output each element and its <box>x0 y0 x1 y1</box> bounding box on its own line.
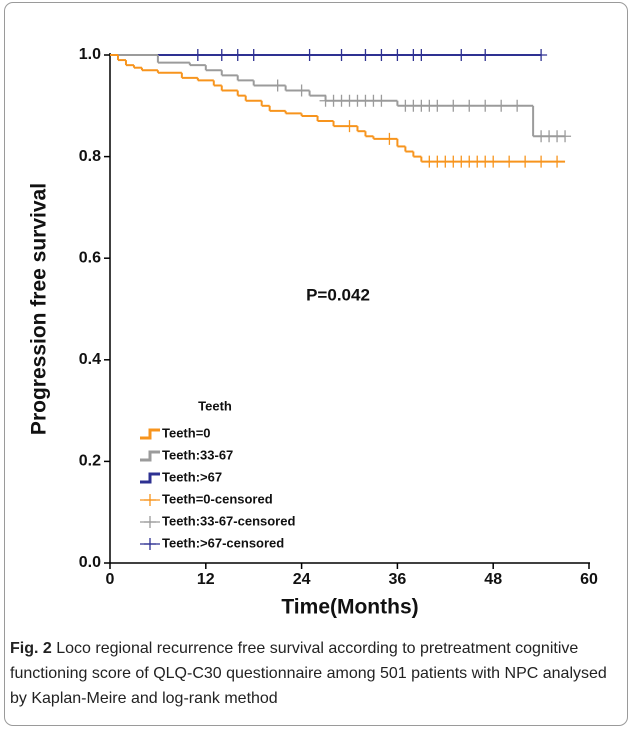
censor-mark <box>215 49 228 61</box>
censor-mark <box>383 132 396 145</box>
censor-mark <box>303 49 316 61</box>
censor-mark <box>455 49 468 61</box>
censor-mark <box>519 155 532 168</box>
censor-mark <box>511 99 524 112</box>
legend-label: Teeth:>67 <box>162 469 222 484</box>
censor-mark <box>375 49 388 61</box>
censor-mark <box>535 49 548 61</box>
y-axis-label: Progression free survival <box>28 183 51 435</box>
x-axis-label: Time(Months) <box>281 596 418 619</box>
x-tick-label: 0 <box>106 571 115 588</box>
legend-label: Teeth:33-67 <box>162 447 233 462</box>
y-tick-label: 0.8 <box>79 148 101 165</box>
figure-frame <box>4 2 628 726</box>
censor-mark <box>431 99 444 112</box>
censor-mark <box>447 99 460 112</box>
legend-label: Teeth=0 <box>162 425 211 440</box>
caption-text: Loco regional recurrence free survival a… <box>10 640 607 707</box>
p-value: P=0.042 <box>306 285 370 304</box>
censor-mark <box>271 79 284 92</box>
y-tick-label: 0.2 <box>79 453 101 470</box>
legend-swatch <box>140 450 160 462</box>
censor-mark <box>463 99 476 112</box>
chart: Progression free survival Time(Months) P… <box>28 46 598 619</box>
censor-mark <box>231 49 244 61</box>
censor-mark <box>247 49 260 61</box>
x-tick-label: 12 <box>197 571 215 588</box>
censor-mark <box>359 49 372 61</box>
legend-title: Teeth <box>198 398 232 413</box>
x-tick-label: 36 <box>389 571 407 588</box>
y-tick-label: 1.0 <box>79 46 101 63</box>
legend-label: Teeth=0-censored <box>162 491 273 506</box>
y-tick-label: 0.0 <box>79 554 101 571</box>
censor-mark <box>375 94 388 107</box>
censor-mark <box>479 99 492 112</box>
legend-swatch <box>144 494 156 506</box>
legend-swatch <box>140 472 160 484</box>
censor-mark <box>415 49 428 61</box>
censor-mark <box>495 99 508 112</box>
legend-swatch <box>144 516 156 528</box>
legend-label: Teeth:>67-censored <box>162 535 284 550</box>
legend-label: Teeth:33-67-censored <box>162 513 295 528</box>
legend-swatch <box>140 428 160 440</box>
caption-label: Fig. 2 <box>10 640 52 657</box>
caption: Fig. 2 Loco regional recurrence free sur… <box>10 636 622 711</box>
x-tick-label: 60 <box>580 571 598 588</box>
x-tick-label: 48 <box>484 571 502 588</box>
censor-mark <box>535 155 548 168</box>
x-tick-label: 24 <box>293 571 311 588</box>
censor-mark <box>479 49 492 61</box>
legend-swatch <box>144 538 156 550</box>
censor-mark <box>391 49 404 61</box>
y-tick-label: 0.6 <box>79 249 101 266</box>
censor-mark <box>551 155 564 168</box>
censor-mark <box>559 130 572 143</box>
censor-mark <box>295 84 308 97</box>
censor-mark <box>487 155 500 168</box>
y-tick-label: 0.4 <box>79 351 101 368</box>
censor-mark <box>335 49 348 61</box>
censor-mark <box>503 155 516 168</box>
censor-mark <box>191 49 204 61</box>
censor-mark <box>343 120 356 133</box>
